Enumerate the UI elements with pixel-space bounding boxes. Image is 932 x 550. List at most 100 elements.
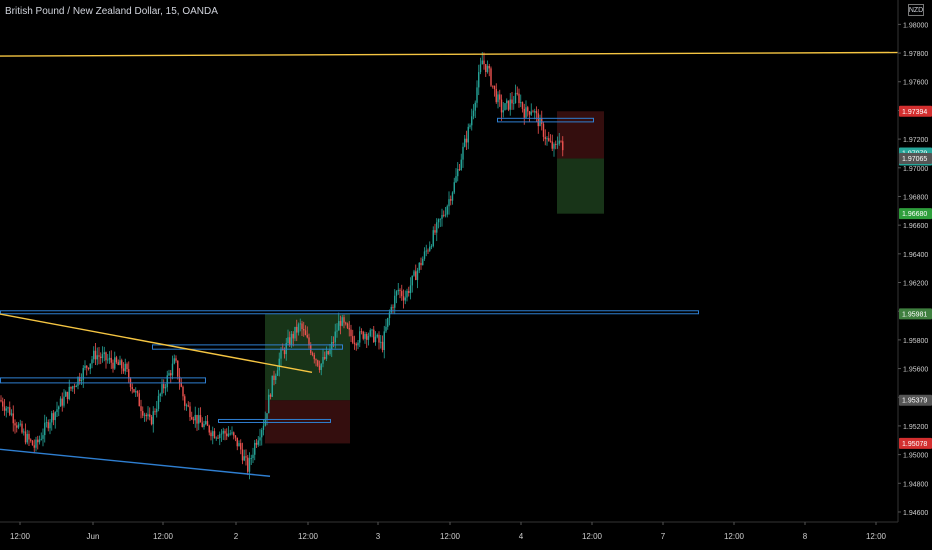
candle [320,363,322,370]
candle [136,391,139,394]
candle [149,414,151,417]
candle [327,351,329,355]
candle [324,356,326,359]
price-axis[interactable] [898,0,932,550]
y-tick-label: 1.98000 [903,22,928,29]
candle [558,140,560,144]
y-tick-label: 1.97000 [903,166,928,173]
candle [427,250,429,252]
candle [31,440,34,446]
candle [73,386,76,388]
candle [455,176,457,183]
candle [115,357,118,363]
candle [488,65,490,69]
candle [418,262,420,271]
candle [404,297,406,301]
candle [514,92,517,103]
candle [462,146,464,160]
candle [535,111,538,114]
y-tick-label: 1.97200 [903,137,928,144]
candle [89,363,91,369]
candle [425,250,427,252]
candle [341,317,343,326]
candle [152,411,154,425]
candle [525,107,527,118]
price-badge-label: 1.97065 [902,156,927,163]
candle [103,352,105,355]
candle [537,113,539,127]
zone-rectangle[interactable] [497,117,594,123]
candle [500,99,503,113]
zone-rectangle[interactable] [152,344,343,350]
candle [119,360,121,365]
trendline[interactable] [0,313,313,373]
x-tick-label: 12:00 [582,532,603,541]
candle [560,140,562,142]
candle [373,329,375,343]
candle [332,342,335,343]
candle [408,290,410,294]
trendline[interactable] [0,51,932,57]
candle [56,409,58,412]
price-badge [899,308,932,320]
candle [168,373,170,376]
position-stop-zone[interactable] [557,111,604,159]
candle [126,363,128,370]
candle [409,285,412,294]
candle [142,411,144,416]
candle [502,110,504,113]
zone-rectangle[interactable] [0,310,699,315]
candle [159,393,161,396]
candle [201,422,203,428]
candle [145,414,147,417]
candle [198,415,200,424]
candle [222,430,224,434]
candle [493,85,496,90]
candle [486,65,489,72]
candle [51,413,53,423]
position-stop-zone[interactable] [265,400,350,444]
candle [61,398,63,406]
candle [259,437,261,441]
candle [551,141,553,149]
currency-label[interactable]: NZD [908,4,924,16]
candle [100,356,102,359]
candle [133,389,135,393]
zone-rectangle[interactable] [218,418,331,423]
candle [21,423,23,433]
candle [138,393,140,407]
candle [87,367,90,369]
candle [0,400,2,402]
candle [257,440,259,445]
candle [173,358,175,364]
candle [80,379,83,382]
price-badge-label: 1.96680 [902,211,927,218]
candle [112,362,114,369]
candle [453,182,455,193]
candle [394,295,396,308]
x-tick-label: 8 [803,532,808,541]
candle [236,437,238,447]
candle [406,290,408,298]
candle [150,416,153,425]
zone-rectangle[interactable] [0,377,206,384]
trendline[interactable] [0,448,271,477]
candle [86,365,88,368]
candle [121,360,123,369]
candle [359,331,361,343]
candle [397,289,399,292]
candle [210,432,212,437]
candle [308,337,310,346]
candle [346,323,349,329]
candle [192,419,195,421]
candle [492,85,494,87]
position-target-zone[interactable] [557,158,604,214]
candle [3,406,6,411]
candle [548,138,550,141]
candle [16,425,18,428]
candle [49,422,51,429]
candle [26,433,28,443]
candle [467,126,469,143]
x-tick-label: 12:00 [866,532,887,541]
